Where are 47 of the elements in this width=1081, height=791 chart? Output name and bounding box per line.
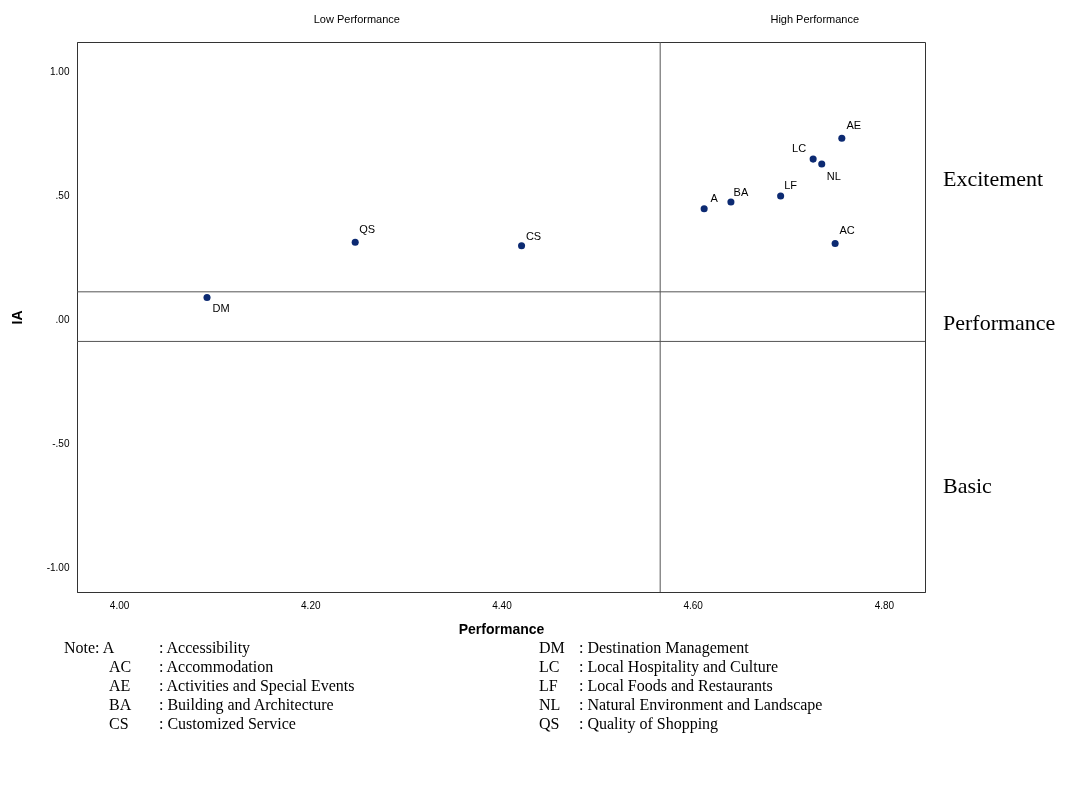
y-tick-label: -1.00 [46, 561, 70, 573]
x-tick-label: 4.40 [492, 599, 513, 611]
x-tick-label: 4.00 [109, 599, 130, 611]
text: High Performance [770, 13, 860, 25]
point [700, 205, 708, 213]
point [809, 155, 817, 163]
x-tick-label: 4.60 [683, 599, 704, 611]
y-axis-title: IA [8, 310, 25, 325]
text: AE : Activities and Special Events [109, 677, 355, 694]
text: DM : Destination Management [539, 639, 750, 657]
annotation: DM [212, 301, 230, 314]
annotation: A [710, 191, 719, 204]
y-tick-label: 1.00 [50, 65, 70, 77]
text: Basic [943, 473, 993, 498]
text: BA : Building and Architecture [109, 696, 334, 713]
text: CS : Customized Service [109, 715, 296, 732]
y-tick-label: .00 [55, 313, 70, 325]
x-tick-label: 4.80 [874, 599, 895, 611]
text: Excitement [943, 166, 1044, 191]
text: LC : Local Hospitality and Culture [539, 658, 779, 675]
x-axis-title: Performance [458, 620, 545, 637]
annotation: CS [525, 229, 542, 242]
point [727, 198, 735, 206]
point [838, 134, 846, 142]
text: LF : Local Foods and Restaurants [539, 677, 773, 694]
text: Performance [943, 310, 1056, 335]
x-tick-label: 4.20 [301, 599, 321, 611]
point [518, 242, 526, 250]
text: NL : Natural Environment and Landscape [539, 696, 823, 714]
text: Low Performance [313, 13, 400, 25]
text: Note: A : Accessibility [64, 639, 251, 656]
y-tick-label: .50 [55, 189, 70, 201]
annotation: AE [846, 119, 862, 132]
point [351, 238, 359, 246]
y-tick-label: -.50 [52, 437, 70, 449]
text: AC : Accommodation [109, 658, 274, 675]
point [831, 239, 839, 247]
annotation: LC [792, 142, 807, 155]
annotation: LF [784, 179, 798, 192]
annotation: NL [826, 170, 841, 183]
point [203, 294, 211, 302]
text: QS : Quality of Shopping [539, 715, 719, 732]
annotation: BA [733, 186, 749, 199]
point [777, 192, 785, 200]
point [818, 160, 826, 168]
annotation: QS [359, 223, 376, 236]
annotation: AC [839, 224, 855, 237]
